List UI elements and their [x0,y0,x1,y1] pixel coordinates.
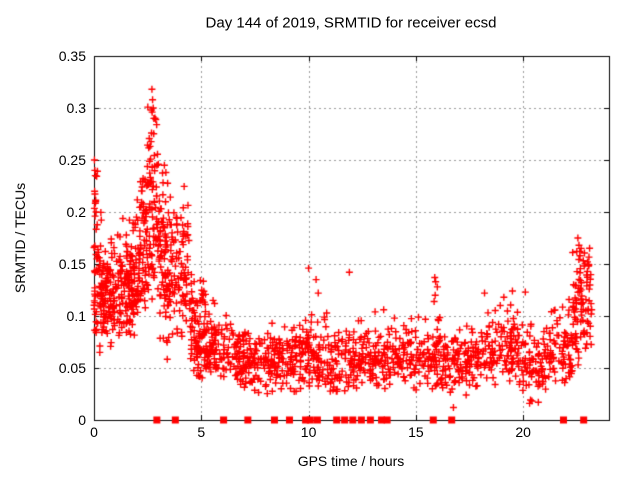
y-tick-label: 0.25 [58,152,86,168]
y-tick-label: 0.35 [58,48,86,64]
y-tick-label: 0.3 [66,100,86,116]
x-tick-label: 0 [90,424,98,440]
y-axis-label: SRMTID / TECUs [12,182,28,294]
y-tick-label: 0.1 [66,308,86,324]
x-tick-label: 15 [408,424,424,440]
x-tick-label: 10 [300,424,317,440]
x-tick-label: 5 [197,424,206,440]
y-tick-label: 0.15 [58,256,86,272]
chart-title: Day 144 of 2019, SRMTID for receiver ecs… [205,14,497,32]
y-tick-label: 0.2 [66,204,86,220]
x-axis-label: GPS time / hours [297,453,405,469]
y-tick-label: 0 [78,412,86,428]
y-tick-label: 0.05 [58,360,86,376]
x-tick-label: 20 [515,424,531,440]
